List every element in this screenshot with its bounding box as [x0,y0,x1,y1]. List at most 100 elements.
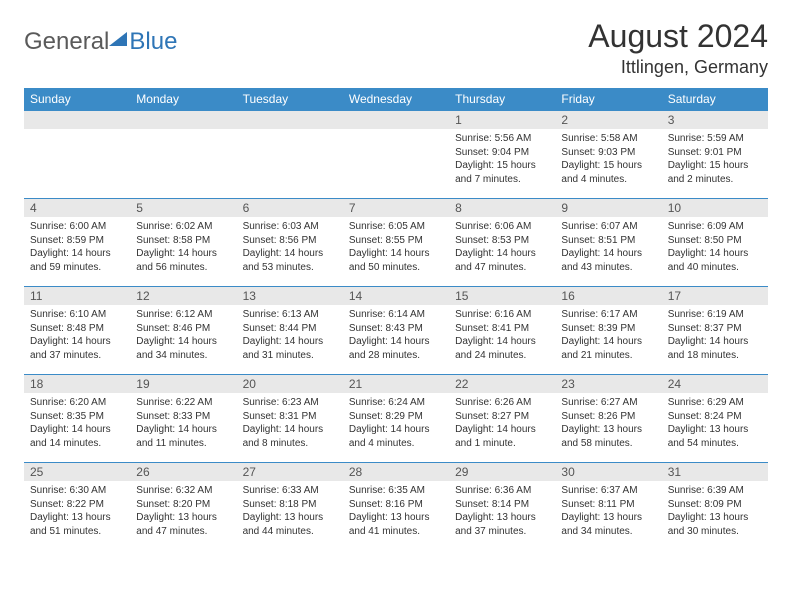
weekday-header: Wednesday [343,88,449,111]
calendar-cell: 19Sunrise: 6:22 AMSunset: 8:33 PMDayligh… [130,375,236,463]
calendar-cell: . [343,111,449,199]
logo-text-general: General [24,28,109,56]
calendar-cell: 3Sunrise: 5:59 AMSunset: 9:01 PMDaylight… [662,111,768,199]
header: General Blue August 2024 Ittlingen, Germ… [24,18,768,78]
day-number: . [343,111,449,129]
calendar-cell: 22Sunrise: 6:26 AMSunset: 8:27 PMDayligh… [449,375,555,463]
calendar-cell: 8Sunrise: 6:06 AMSunset: 8:53 PMDaylight… [449,199,555,287]
day-content: Sunrise: 6:03 AMSunset: 8:56 PMDaylight:… [237,217,343,277]
day-content: Sunrise: 5:59 AMSunset: 9:01 PMDaylight:… [662,129,768,189]
day-number: 15 [449,287,555,305]
day-number: 16 [555,287,661,305]
month-title: August 2024 [588,18,768,55]
day-content: Sunrise: 6:39 AMSunset: 8:09 PMDaylight:… [662,481,768,541]
day-number: 9 [555,199,661,217]
day-content: Sunrise: 6:22 AMSunset: 8:33 PMDaylight:… [130,393,236,453]
day-content: Sunrise: 6:37 AMSunset: 8:11 PMDaylight:… [555,481,661,541]
day-content: Sunrise: 6:10 AMSunset: 8:48 PMDaylight:… [24,305,130,365]
calendar-cell: 16Sunrise: 6:17 AMSunset: 8:39 PMDayligh… [555,287,661,375]
day-content: Sunrise: 6:26 AMSunset: 8:27 PMDaylight:… [449,393,555,453]
day-content: Sunrise: 6:35 AMSunset: 8:16 PMDaylight:… [343,481,449,541]
day-number: 7 [343,199,449,217]
calendar-cell: . [237,111,343,199]
day-number: 20 [237,375,343,393]
day-number: 12 [130,287,236,305]
title-block: August 2024 Ittlingen, Germany [588,18,768,78]
day-content: Sunrise: 6:27 AMSunset: 8:26 PMDaylight:… [555,393,661,453]
day-number: 25 [24,463,130,481]
day-number: 19 [130,375,236,393]
calendar-cell: 13Sunrise: 6:13 AMSunset: 8:44 PMDayligh… [237,287,343,375]
day-content: Sunrise: 6:33 AMSunset: 8:18 PMDaylight:… [237,481,343,541]
calendar-cell: 29Sunrise: 6:36 AMSunset: 8:14 PMDayligh… [449,463,555,551]
calendar-cell: 4Sunrise: 6:00 AMSunset: 8:59 PMDaylight… [24,199,130,287]
calendar-cell: 18Sunrise: 6:20 AMSunset: 8:35 PMDayligh… [24,375,130,463]
calendar-cell: 15Sunrise: 6:16 AMSunset: 8:41 PMDayligh… [449,287,555,375]
day-number: 1 [449,111,555,129]
calendar-page: General Blue August 2024 Ittlingen, Germ… [0,0,792,569]
calendar-cell: 14Sunrise: 6:14 AMSunset: 8:43 PMDayligh… [343,287,449,375]
calendar-row: 18Sunrise: 6:20 AMSunset: 8:35 PMDayligh… [24,375,768,463]
day-number: 13 [237,287,343,305]
logo-triangle-icon [109,32,127,46]
calendar-cell: 2Sunrise: 5:58 AMSunset: 9:03 PMDaylight… [555,111,661,199]
day-content: Sunrise: 6:20 AMSunset: 8:35 PMDaylight:… [24,393,130,453]
calendar-cell: 17Sunrise: 6:19 AMSunset: 8:37 PMDayligh… [662,287,768,375]
day-number: 29 [449,463,555,481]
calendar-cell: 9Sunrise: 6:07 AMSunset: 8:51 PMDaylight… [555,199,661,287]
day-content: Sunrise: 6:24 AMSunset: 8:29 PMDaylight:… [343,393,449,453]
day-number: 4 [24,199,130,217]
day-number: 24 [662,375,768,393]
day-content: Sunrise: 6:14 AMSunset: 8:43 PMDaylight:… [343,305,449,365]
day-content: Sunrise: 6:00 AMSunset: 8:59 PMDaylight:… [24,217,130,277]
day-content: Sunrise: 6:06 AMSunset: 8:53 PMDaylight:… [449,217,555,277]
calendar-table: SundayMondayTuesdayWednesdayThursdayFrid… [24,88,768,551]
day-content: Sunrise: 6:23 AMSunset: 8:31 PMDaylight:… [237,393,343,453]
calendar-cell: 25Sunrise: 6:30 AMSunset: 8:22 PMDayligh… [24,463,130,551]
day-content: Sunrise: 5:56 AMSunset: 9:04 PMDaylight:… [449,129,555,189]
calendar-cell: 20Sunrise: 6:23 AMSunset: 8:31 PMDayligh… [237,375,343,463]
day-content: Sunrise: 6:17 AMSunset: 8:39 PMDaylight:… [555,305,661,365]
calendar-cell: 6Sunrise: 6:03 AMSunset: 8:56 PMDaylight… [237,199,343,287]
calendar-row: 25Sunrise: 6:30 AMSunset: 8:22 PMDayligh… [24,463,768,551]
day-content: Sunrise: 6:07 AMSunset: 8:51 PMDaylight:… [555,217,661,277]
day-number: . [130,111,236,129]
day-content: Sunrise: 6:09 AMSunset: 8:50 PMDaylight:… [662,217,768,277]
calendar-cell: 27Sunrise: 6:33 AMSunset: 8:18 PMDayligh… [237,463,343,551]
day-number: 31 [662,463,768,481]
day-number: . [24,111,130,129]
calendar-cell: 23Sunrise: 6:27 AMSunset: 8:26 PMDayligh… [555,375,661,463]
day-number: 18 [24,375,130,393]
calendar-cell: 24Sunrise: 6:29 AMSunset: 8:24 PMDayligh… [662,375,768,463]
day-number: 26 [130,463,236,481]
weekday-header-row: SundayMondayTuesdayWednesdayThursdayFrid… [24,88,768,111]
calendar-cell: 12Sunrise: 6:12 AMSunset: 8:46 PMDayligh… [130,287,236,375]
day-number: 22 [449,375,555,393]
day-number: . [237,111,343,129]
weekday-header: Sunday [24,88,130,111]
calendar-body: ....1Sunrise: 5:56 AMSunset: 9:04 PMDayl… [24,111,768,551]
calendar-cell: 10Sunrise: 6:09 AMSunset: 8:50 PMDayligh… [662,199,768,287]
day-number: 3 [662,111,768,129]
day-number: 28 [343,463,449,481]
calendar-cell: . [24,111,130,199]
day-number: 8 [449,199,555,217]
day-content: Sunrise: 6:05 AMSunset: 8:55 PMDaylight:… [343,217,449,277]
day-content: Sunrise: 5:58 AMSunset: 9:03 PMDaylight:… [555,129,661,189]
calendar-row: 11Sunrise: 6:10 AMSunset: 8:48 PMDayligh… [24,287,768,375]
weekday-header: Saturday [662,88,768,111]
day-number: 27 [237,463,343,481]
location: Ittlingen, Germany [588,57,768,78]
calendar-cell: 5Sunrise: 6:02 AMSunset: 8:58 PMDaylight… [130,199,236,287]
calendar-cell: 31Sunrise: 6:39 AMSunset: 8:09 PMDayligh… [662,463,768,551]
day-content: Sunrise: 6:19 AMSunset: 8:37 PMDaylight:… [662,305,768,365]
calendar-cell: 28Sunrise: 6:35 AMSunset: 8:16 PMDayligh… [343,463,449,551]
calendar-cell: 21Sunrise: 6:24 AMSunset: 8:29 PMDayligh… [343,375,449,463]
weekday-header: Monday [130,88,236,111]
calendar-cell: 1Sunrise: 5:56 AMSunset: 9:04 PMDaylight… [449,111,555,199]
day-number: 10 [662,199,768,217]
day-content: Sunrise: 6:13 AMSunset: 8:44 PMDaylight:… [237,305,343,365]
weekday-header: Tuesday [237,88,343,111]
weekday-header: Thursday [449,88,555,111]
day-content: Sunrise: 6:12 AMSunset: 8:46 PMDaylight:… [130,305,236,365]
